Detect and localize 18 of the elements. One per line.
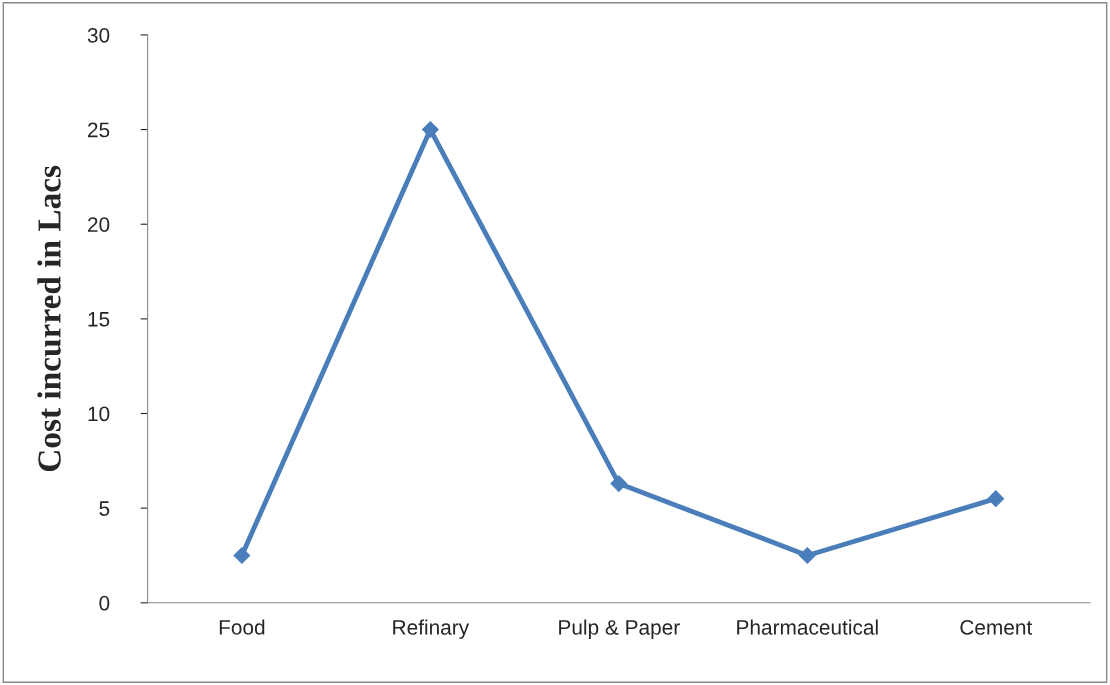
point (987, 490, 1005, 508)
y-tick-label: 5 (99, 501, 110, 516)
y-tick-label: 10 (88, 406, 110, 422)
point (610, 475, 628, 492)
point (421, 121, 439, 138)
y-tick-label: 0 (99, 595, 110, 611)
y-axis-title: Cost incurred in Lacs (37, 165, 61, 472)
x-tick-label: Cement (960, 620, 1033, 635)
y-tick-label: 15 (88, 312, 110, 327)
x-tick-label: Refinary (393, 619, 470, 639)
y-tick-label: 25 (88, 122, 110, 138)
point (798, 547, 816, 564)
x-tick-label: Pharmaceutical (737, 619, 878, 635)
y-tick-label: 30 (87, 27, 110, 43)
x-tick-label: Food (219, 619, 265, 635)
y-tick-label: 20 (88, 217, 110, 232)
point (233, 547, 251, 564)
x-tick-label: Pulp & Paper (559, 619, 680, 639)
